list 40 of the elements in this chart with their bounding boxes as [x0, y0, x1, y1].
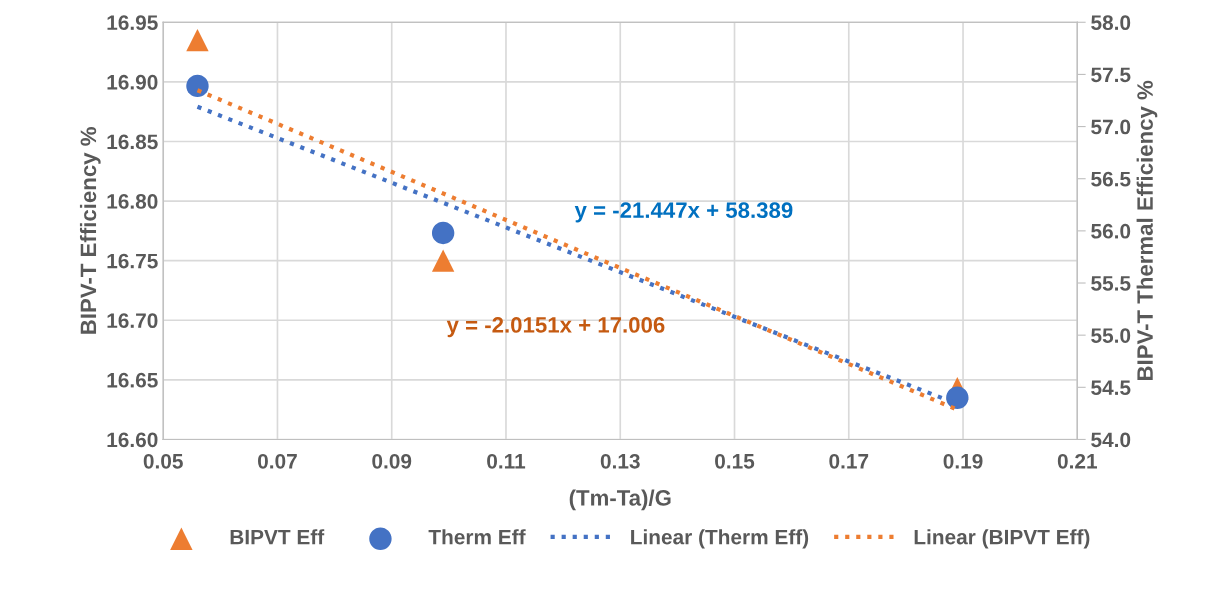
y-tick-label: 16.60 — [107, 432, 158, 448]
x-tick-label: 0.17 — [829, 453, 869, 469]
y-axis-title: BIPV-T Efficiency % — [79, 127, 101, 334]
y2-axis-title: BIPV-T Thermal Efficiency % — [1136, 80, 1158, 381]
y2-tick-label: 55.5 — [1091, 276, 1131, 291]
x-tick-label: 0.19 — [943, 453, 983, 469]
legend-label: Therm Eff — [428, 529, 526, 545]
annotation: y = -21.447x + 58.389 — [574, 202, 793, 223]
x-tick-label: 0.09 — [372, 453, 412, 469]
y-tick-label: 16.70 — [107, 313, 158, 329]
x-tick-label: 0.11 — [487, 453, 526, 469]
y2-tick-label: 58.0 — [1091, 15, 1131, 31]
x-tick-label: 0.15 — [715, 453, 755, 469]
point — [186, 74, 209, 98]
x-tick-label: 0.07 — [258, 453, 297, 469]
point — [431, 249, 455, 272]
point — [431, 221, 455, 245]
y2-tick-label: 57.5 — [1091, 67, 1131, 83]
y2-tick-label: 57.0 — [1091, 119, 1131, 135]
y2-tick-label: 56.5 — [1091, 171, 1131, 187]
y2-tick-label: 54.5 — [1091, 380, 1131, 396]
x-tick-label: 0.05 — [143, 453, 183, 469]
x-axis-title: (Tm-Ta)/G — [569, 489, 671, 511]
y-tick-label: 16.75 — [107, 253, 158, 269]
annotation: y = -2.0151x + 17.006 — [446, 317, 665, 338]
y-tick-label: 16.80 — [107, 194, 158, 209]
y2-tick-label: 56.0 — [1091, 223, 1131, 239]
y-tick-label: 16.85 — [107, 134, 158, 150]
y-tick-label: 16.65 — [107, 372, 158, 388]
legend-label: Linear (BIPVT Eff) — [914, 529, 1090, 549]
y2-tick-label: 54.0 — [1091, 432, 1131, 448]
y2-tick-label: 55.0 — [1091, 328, 1131, 343]
x-tick-label: 0.21 — [1057, 453, 1097, 469]
legend-label: BIPVT Eff — [230, 529, 325, 545]
point — [186, 28, 209, 52]
legend-label: Linear (Therm Eff) — [631, 529, 809, 549]
x-tick-label: 0.13 — [600, 453, 640, 469]
point — [946, 386, 969, 409]
y-tick-label: 16.90 — [107, 74, 158, 90]
y-tick-label: 16.95 — [107, 15, 158, 31]
